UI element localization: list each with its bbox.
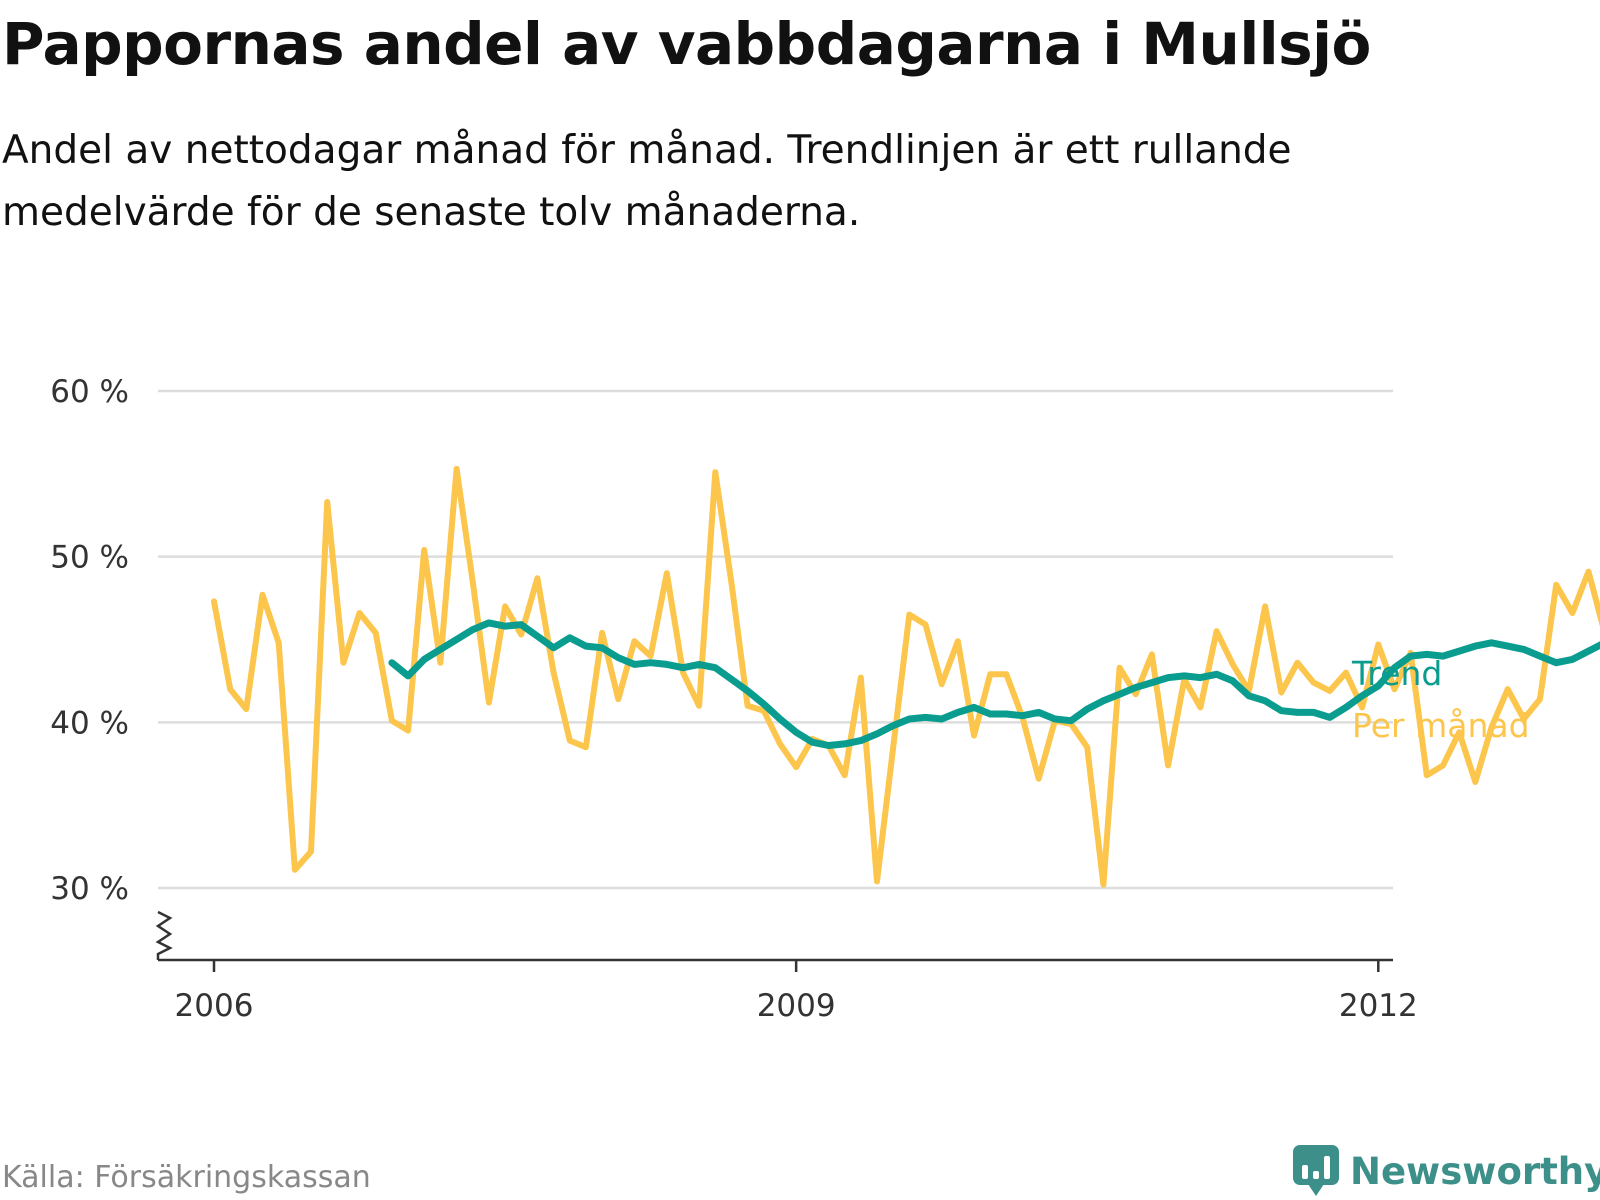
chart-subtitle: Andel av nettodagar månad för månad. Tre… — [2, 128, 1292, 235]
y-axis-labels: 30 % 40 % 50 % 60 % — [50, 374, 129, 907]
axis-break-icon — [155, 910, 173, 960]
page-title: Pappornas andel av vabbdagarna i Mullsjö — [2, 10, 1371, 78]
newsworthy-chart-icon — [1293, 1145, 1339, 1196]
legend: Per månad Trend — [1351, 654, 1530, 745]
y-tick-label: 40 % — [50, 705, 129, 741]
per-manad-series-line — [211, 465, 1600, 888]
brand-name: Newsworthy — [1350, 1149, 1600, 1193]
y-tick-label: 30 % — [50, 871, 129, 907]
series-lines — [211, 465, 1600, 888]
y-tick-label: 60 % — [50, 374, 129, 410]
x-axis: 2006200920122015201820212023 — [155, 910, 1418, 1024]
source-note: Källa: Försäkringskassan — [2, 1160, 371, 1195]
legend-label-trend: Trend — [1351, 654, 1442, 693]
legend-label-per-manad: Per månad — [1352, 706, 1530, 745]
x-tick-label: 2006 — [175, 988, 254, 1024]
trend-series-line — [388, 619, 1600, 749]
x-tick-label: 2012 — [1339, 988, 1418, 1024]
x-tick-label: 2009 — [757, 988, 836, 1024]
y-tick-label: 50 % — [50, 540, 129, 576]
grid-lines — [158, 389, 1393, 890]
line-chart: 30 %40 %50 %60 % 20062009201220152018202… — [50, 374, 1600, 1024]
brand-logo: Newsworthy — [1292, 1143, 1600, 1199]
